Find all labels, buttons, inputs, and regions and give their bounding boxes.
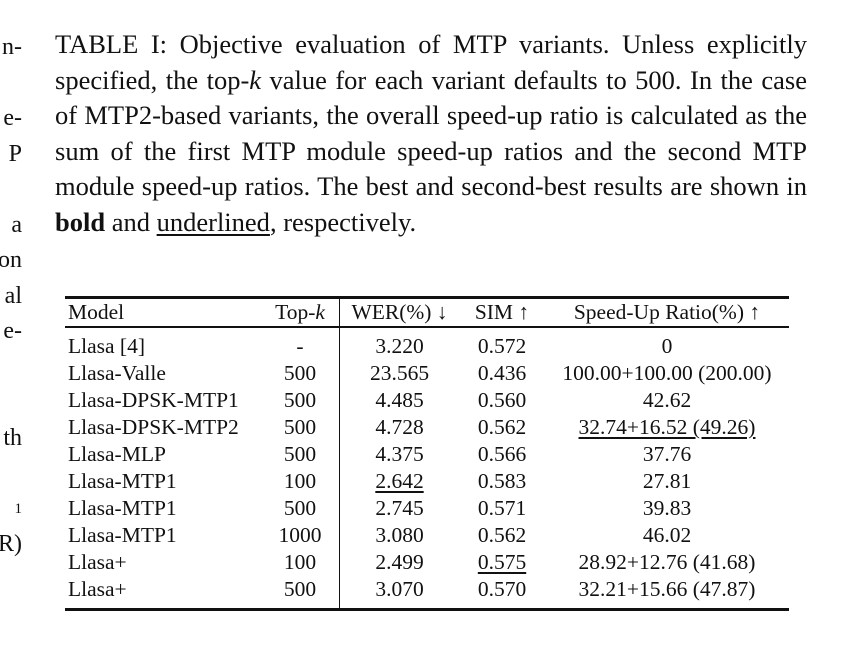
caption-text: value for each variant defaults to 500. … [55,64,807,202]
fragment-line [0,456,22,492]
fragment-line: n- [2,34,22,60]
header-topk-var: k [315,300,325,324]
cell-speed-up-second-best: 32.74+16.52 (49.26) [578,415,756,439]
cell-topk: 1000 [261,522,340,549]
cell-wer: 2.745 [375,496,424,520]
cell-topk: 500 [261,495,340,522]
caption-underlined-word: underlined [156,206,270,237]
left-column-fragment: n- e- P a on al e- th 1 R) [0,30,22,563]
cell-sim: 0.572 [477,334,527,358]
cell-wer-second-best: 2.642 [375,469,424,493]
cell-model: Llasa [4] [68,334,146,358]
cell-wer: 4.375 [375,442,424,466]
fragment-line: P [8,140,22,167]
header-row: Model Top-k WER(%) ↓ SIM ↑ Speed-Up Rati… [65,297,789,327]
cell-sim: 0.562 [477,415,527,439]
cell-sim: 0.566 [477,442,527,466]
header-wer: WER(%) ↓ [351,300,448,324]
cell-speed-up: 28.92+12.76 (41.68) [578,550,756,574]
cell-model: Llasa-DPSK-MTP2 [68,415,239,439]
cell-wer: 3.220 [375,334,424,358]
cell-sim-second-best: 0.575 [477,550,527,574]
table-row: Llasa-MTP1 1000 3.080 0.562 46.02 [65,522,789,549]
cell-wer: 4.728 [375,415,424,439]
cell-wer: 23.565 [369,361,430,385]
cell-topk: 100 [261,468,340,495]
table-row: Llasa-Valle 500 23.565 0.436 100.00+100.… [65,360,789,387]
caption-k-variable: k [249,64,262,95]
table-row: Llasa [4] - 3.220 0.572 0 [65,327,789,360]
header-sim: SIM ↑ [474,300,530,324]
cell-topk: - [261,327,340,360]
cell-topk: 100 [261,549,340,576]
table-row: Llasa+ 500 3.070 0.570 32.21+15.66 (47.8… [65,576,789,610]
fragment-line: a [11,211,22,238]
fragment-line: R) [0,531,22,557]
cell-speed-up: 37.76 [642,442,692,466]
header-topk: Top-k [261,297,340,327]
caption-text: , respectively. [269,206,417,237]
fragment-line [0,66,22,102]
cell-speed-up: 42.62 [642,388,692,412]
cell-model: Llasa+ [68,550,127,574]
header-model: Model [68,300,125,324]
cell-model: Llasa-MLP [68,442,166,466]
cell-sim: 0.560 [477,388,527,412]
caption-text: TABLE I: Objective evaluation of MTP var… [55,29,807,95]
cell-model: Llasa-MTP1 [68,523,177,547]
fragment-line: 1 [14,500,23,517]
cell-topk: 500 [261,387,340,414]
cell-wer: 3.070 [375,577,424,601]
caption-text: and [105,206,157,237]
cell-speed-up: 46.02 [642,523,692,547]
cell-sim: 0.570 [477,577,527,601]
results-table: Model Top-k WER(%) ↓ SIM ↑ Speed-Up Rati… [65,296,789,611]
cell-wer: 4.485 [375,388,424,412]
cell-topk: 500 [261,576,340,610]
table-body: Llasa [4] - 3.220 0.572 0 Llasa-Valle 50… [65,327,789,610]
cell-topk: 500 [261,414,340,441]
cell-speed-up: 32.21+15.66 (47.87) [578,577,756,601]
table-header: Model Top-k WER(%) ↓ SIM ↑ Speed-Up Rati… [65,297,789,327]
cell-speed-up: 39.83 [642,496,692,520]
fragment-line [0,172,22,208]
fragment-line: e- [3,105,22,131]
table-row: Llasa-MTP1 500 2.745 0.571 39.83 [65,495,789,522]
cell-model: Llasa-MTP1 [68,496,177,520]
table-row: Llasa-MTP1 100 2.642 0.583 27.81 [65,468,789,495]
table-row: Llasa-DPSK-MTP2 500 4.728 0.562 32.74+16… [65,414,789,441]
fragment-line [0,385,22,421]
cell-model: Llasa-Valle [68,361,166,385]
cell-topk: 500 [261,360,340,387]
cell-sim: 0.571 [477,496,527,520]
table-row: Llasa+ 100 2.499 0.575 28.92+12.76 (41.6… [65,549,789,576]
fragment-line: e- [3,318,22,344]
cell-speed-up-best: 100.00+100.00 (200.00) [562,361,772,385]
cell-model: Llasa-DPSK-MTP1 [68,388,239,412]
cell-model: Llasa-MTP1 [68,469,177,493]
cell-topk: 500 [261,441,340,468]
table-row: Llasa-DPSK-MTP1 500 4.485 0.560 42.62 [65,387,789,414]
header-speed-up: Speed-Up Ratio(%) ↑ [573,300,761,324]
fragment-line: th [3,424,22,451]
cell-wer-best: 2.499 [375,550,424,574]
table-caption: TABLE I: Objective evaluation of MTP var… [55,27,807,240]
cell-speed-up: 0 [661,334,673,358]
fragment-line: al [4,282,22,309]
cell-sim: 0.562 [477,523,527,547]
table-row: Llasa-MLP 500 4.375 0.566 37.76 [65,441,789,468]
cell-sim-best: 0.583 [477,469,527,493]
fragment-line [0,350,22,386]
header-topk-prefix: Top- [275,300,316,324]
cell-model: Llasa+ [68,577,127,601]
cell-speed-up: 27.81 [642,469,692,493]
cell-wer: 3.080 [375,523,424,547]
fragment-line: on [0,247,22,273]
caption-bold-word: bold [55,206,106,237]
cell-sim: 0.436 [477,361,527,385]
